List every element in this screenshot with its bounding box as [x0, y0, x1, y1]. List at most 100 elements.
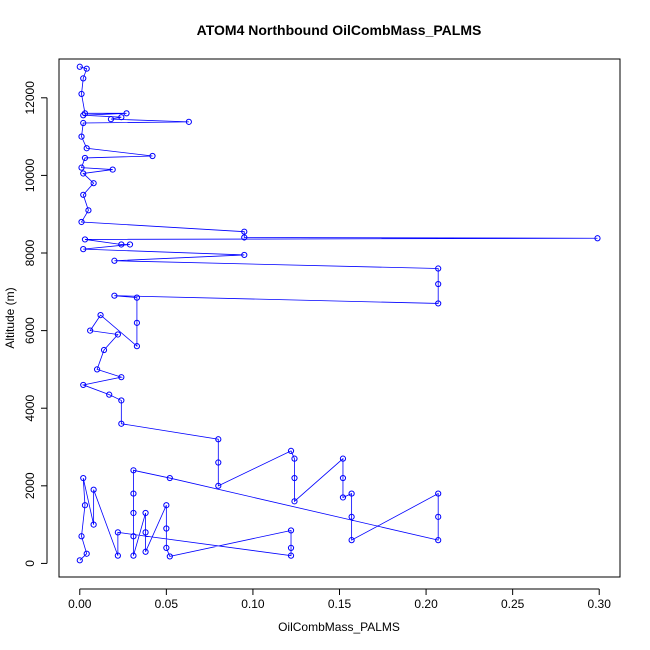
data-point	[241, 234, 248, 241]
data-point	[114, 529, 121, 536]
data-point	[287, 447, 295, 454]
data-point	[291, 498, 298, 505]
data-point	[81, 502, 89, 509]
y-axis: 0 2000 4000 6000 8000 10000 12000	[23, 81, 48, 567]
data-point	[130, 509, 137, 517]
data-point	[118, 114, 125, 121]
x-tick-label: 0.10	[241, 597, 265, 611]
data-point	[142, 548, 149, 555]
plot-frame	[58, 58, 621, 578]
chart-title: ATOM4 Northbound OilCombMass_PALMS	[197, 22, 482, 38]
data-point	[90, 180, 97, 187]
data-point	[76, 557, 83, 564]
data-point	[126, 241, 134, 248]
data-point	[185, 118, 192, 125]
data-point	[81, 154, 89, 162]
data-point	[78, 164, 85, 171]
data-point	[111, 257, 118, 264]
series-layer	[76, 63, 601, 564]
y-tick-label: 10000	[23, 158, 37, 192]
data-point	[166, 553, 173, 560]
data-point	[435, 265, 442, 272]
data-point	[114, 331, 121, 338]
data-point	[435, 490, 442, 497]
data-point	[348, 513, 355, 520]
data-point	[93, 366, 101, 373]
x-tick-label: 0.25	[501, 597, 525, 611]
data-point	[594, 235, 601, 242]
data-point	[106, 391, 113, 398]
data-point	[80, 75, 87, 82]
data-point	[287, 527, 295, 534]
data-point	[163, 502, 170, 509]
data-point	[80, 119, 87, 127]
data-point	[241, 228, 248, 235]
y-tick-label: 0	[23, 560, 37, 567]
data-point	[130, 533, 137, 540]
x-tick-label: 0.05	[155, 597, 179, 611]
data-point	[78, 533, 85, 540]
y-tick-label: 2000	[23, 472, 37, 499]
data-point	[287, 544, 295, 551]
data-point	[163, 544, 170, 551]
data-point	[114, 552, 121, 559]
data-point	[123, 110, 130, 117]
y-tick-label: 8000	[23, 239, 37, 266]
data-point	[83, 65, 90, 72]
data-point	[130, 467, 137, 474]
data-point	[97, 311, 104, 319]
data-point	[133, 319, 141, 326]
data-point	[435, 513, 442, 520]
data-point	[215, 482, 222, 489]
x-tick-label: 0.20	[414, 597, 438, 611]
data-point	[111, 292, 118, 299]
data-point	[291, 455, 298, 462]
data-point	[80, 170, 87, 177]
y-tick-label: 4000	[23, 395, 37, 422]
data-point	[87, 327, 94, 334]
y-axis-label: Altitude (m)	[3, 287, 17, 348]
data-point	[435, 537, 442, 544]
data-point	[80, 246, 87, 253]
x-axis: 0.00 0.05 0.10 0.15 0.20 0.25 0.30	[68, 588, 612, 611]
data-point	[142, 509, 149, 517]
data-point	[215, 459, 222, 466]
data-point	[80, 381, 87, 389]
x-tick-label: 0.15	[328, 597, 352, 611]
data-point	[81, 110, 89, 117]
data-point	[85, 207, 92, 214]
data-point	[90, 486, 97, 493]
data-point	[339, 494, 347, 501]
data-point	[291, 474, 298, 482]
data-point	[339, 455, 347, 462]
data-point	[287, 552, 295, 559]
data-point	[78, 90, 85, 98]
data-point	[435, 280, 442, 288]
data-point	[130, 552, 137, 559]
data-point	[78, 218, 85, 226]
data-point	[348, 490, 355, 497]
data-point	[339, 474, 347, 482]
data-point	[118, 420, 125, 427]
data-point	[435, 300, 442, 307]
data-point	[118, 397, 125, 404]
x-axis-label: OilCombMass_PALMS	[278, 620, 400, 634]
data-point	[109, 166, 116, 173]
data-point	[166, 474, 173, 482]
data-point	[118, 374, 125, 381]
y-tick-label: 12000	[23, 81, 37, 115]
data-point	[107, 116, 115, 123]
series-line	[79, 66, 598, 561]
data-point	[80, 112, 87, 119]
data-point	[90, 521, 97, 528]
data-point	[142, 529, 149, 536]
x-tick-label: 0.00	[68, 597, 92, 611]
x-tick-label: 0.30	[588, 597, 612, 611]
data-point	[83, 550, 90, 557]
data-point	[133, 343, 141, 350]
data-point	[241, 251, 248, 259]
data-point	[81, 236, 89, 243]
data-point	[149, 152, 156, 160]
data-point	[100, 346, 108, 354]
